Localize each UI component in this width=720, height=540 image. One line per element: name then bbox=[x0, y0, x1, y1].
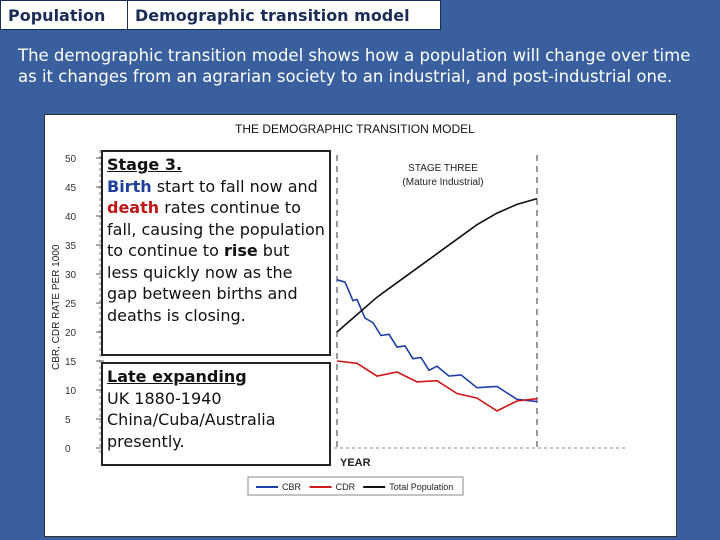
death-word: death bbox=[107, 198, 160, 217]
stage-text-2: rates continue to fall, causing the popu… bbox=[107, 198, 325, 260]
legend-entry: CBR bbox=[282, 482, 302, 492]
rise-word: rise bbox=[223, 241, 258, 260]
tab-population[interactable]: Population bbox=[0, 0, 128, 30]
y-tick-label: 40 bbox=[65, 212, 77, 223]
examples-heading: Late expanding bbox=[107, 367, 247, 386]
legend-entry: Total Population bbox=[389, 482, 453, 492]
birth-word: Birth bbox=[107, 176, 152, 196]
y-tick-label: 50 bbox=[65, 154, 77, 165]
series-line-cdr bbox=[336, 360, 538, 412]
stage-sublabel: (Mature Industrial) bbox=[402, 177, 483, 188]
example-line-3: presently. bbox=[107, 431, 185, 451]
stage-3-callout: Stage 3. Birth start to fall now and dea… bbox=[101, 150, 331, 356]
examples-callout: Late expanding UK 1880-1940 China/Cuba/A… bbox=[101, 362, 331, 466]
series-line-cbr bbox=[336, 279, 538, 403]
stage-text-1: start to fall now and bbox=[151, 176, 318, 196]
y-tick-label: 20 bbox=[65, 328, 77, 339]
y-tick-label: 35 bbox=[65, 241, 77, 252]
stage-heading: Stage 3. bbox=[107, 155, 183, 174]
dtm-chart: THE DEMOGRAPHIC TRANSITION MODEL 0 5 10 15 20… bbox=[51, 122, 625, 496]
y-tick-label: 10 bbox=[65, 386, 77, 397]
x-axis-label: YEAR bbox=[340, 457, 371, 469]
legend-entry: CDR bbox=[336, 482, 356, 492]
example-line-2: China/Cuba/Australia bbox=[107, 410, 276, 429]
legend-box bbox=[247, 476, 464, 496]
y-tick-label: 45 bbox=[65, 183, 77, 194]
chart-title: THE DEMOGRAPHIC TRANSITION MODEL bbox=[235, 122, 475, 136]
series-line-total-population bbox=[336, 197, 538, 333]
y-tick-label: 5 bbox=[65, 415, 71, 426]
y-tick-label: 0 bbox=[65, 444, 71, 455]
y-tick-label: 25 bbox=[65, 299, 77, 310]
y-axis-label: CBR, CDR RATE PER 1000 bbox=[51, 244, 62, 370]
top-bar: Population Demographic transition model bbox=[0, 0, 720, 32]
y-tick-label: 15 bbox=[65, 357, 77, 368]
tab-demographic-transition-model[interactable]: Demographic transition model bbox=[127, 0, 441, 30]
intro-text: The demographic transition model shows h… bbox=[18, 46, 691, 86]
stage-text-3: but less quickly now as the gap between … bbox=[107, 241, 298, 325]
stage-label: STAGE THREE bbox=[408, 163, 478, 174]
example-line-1: UK 1880-1940 bbox=[107, 388, 222, 408]
y-tick-label: 30 bbox=[65, 270, 77, 281]
